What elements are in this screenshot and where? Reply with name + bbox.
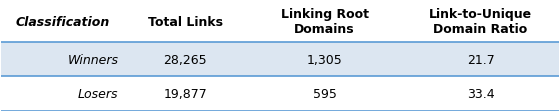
Text: Winners: Winners: [67, 53, 118, 66]
Text: 595: 595: [312, 87, 337, 100]
Text: Link-to-Unique
Domain Ratio: Link-to-Unique Domain Ratio: [429, 8, 532, 36]
Text: 19,877: 19,877: [164, 87, 207, 100]
Bar: [1, 43, 559, 77]
Text: Losers: Losers: [78, 87, 118, 100]
Text: 33.4: 33.4: [467, 87, 494, 100]
Bar: [1, 77, 559, 111]
Text: 28,265: 28,265: [164, 53, 207, 66]
Text: 21.7: 21.7: [466, 53, 494, 66]
Text: Linking Root
Domains: Linking Root Domains: [281, 8, 368, 36]
Text: Classification: Classification: [16, 16, 110, 29]
Text: 1,305: 1,305: [307, 53, 343, 66]
Text: Total Links: Total Links: [148, 16, 223, 29]
